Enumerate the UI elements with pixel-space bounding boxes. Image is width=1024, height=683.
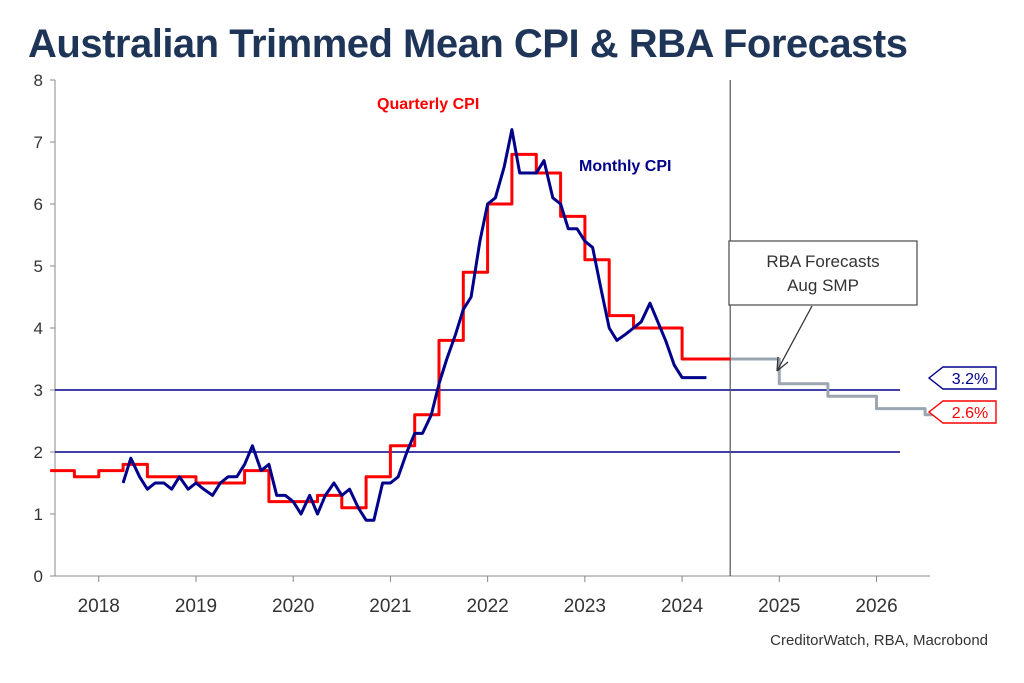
forecast-callout-arrow [776,305,813,372]
x-tick-label: 2019 [175,596,217,617]
forecast-callout-line2: Aug SMP [787,276,859,295]
x-tick-label: 2021 [369,596,411,617]
quarterly-value-tag: 2.6% [927,400,997,424]
x-tick-label: 2023 [564,596,606,617]
quarterly-cpi-line [50,152,755,510]
y-tick-label: 6 [34,195,43,214]
forecast-callout-box [728,240,918,306]
x-tick-label: 2022 [466,596,508,617]
x-tick-label: 2025 [758,596,800,617]
reference-lines [55,80,900,576]
quarterly-cpi-label: Quarterly CPI [377,96,479,113]
quarterly-value-tag-text: 2.6% [952,405,988,422]
monthly-value-tag: 3.2% [927,366,997,390]
monthly-value-tag-text: 3.2% [952,371,988,388]
x-tick-label: 2026 [855,596,897,617]
rba-forecast-line [730,357,950,417]
quarterly-value-tag-shape [927,400,997,424]
y-tick-label: 5 [34,257,43,276]
series-layer [50,128,950,522]
chart-axes: 0 1 2 3 4 5 6 7 8 2018 2019 2020 2021 2022 2023 2024 202… [34,71,930,617]
y-tick-label: 3 [34,381,43,400]
y-tick-label: 1 [34,505,43,524]
forecast-callout-arrowhead [776,356,789,372]
y-tick-label: 8 [34,71,43,90]
y-tick-label: 2 [34,443,43,462]
chart-source: CreditorWatch, RBA, Macrobond [770,632,988,649]
y-tick-label: 7 [34,133,43,152]
y-tick-label: 4 [34,319,43,338]
chart-title: Australian Trimmed Mean CPI & RBA Foreca… [28,22,908,66]
x-tick-label: 2020 [272,596,314,617]
forecast-callout-line1: RBA Forecasts [766,252,879,271]
x-tick-label: 2018 [78,596,120,617]
chart-annotations: Quarterly CPI Monthly CPI RBA Forecasts Aug… [377,96,997,424]
monthly-cpi-label: Monthly CPI [579,158,671,175]
x-tick-label: 2024 [661,596,704,617]
monthly-value-tag-shape [927,366,997,390]
y-tick-label: 0 [34,567,43,586]
monthly-cpi-line [121,128,707,522]
